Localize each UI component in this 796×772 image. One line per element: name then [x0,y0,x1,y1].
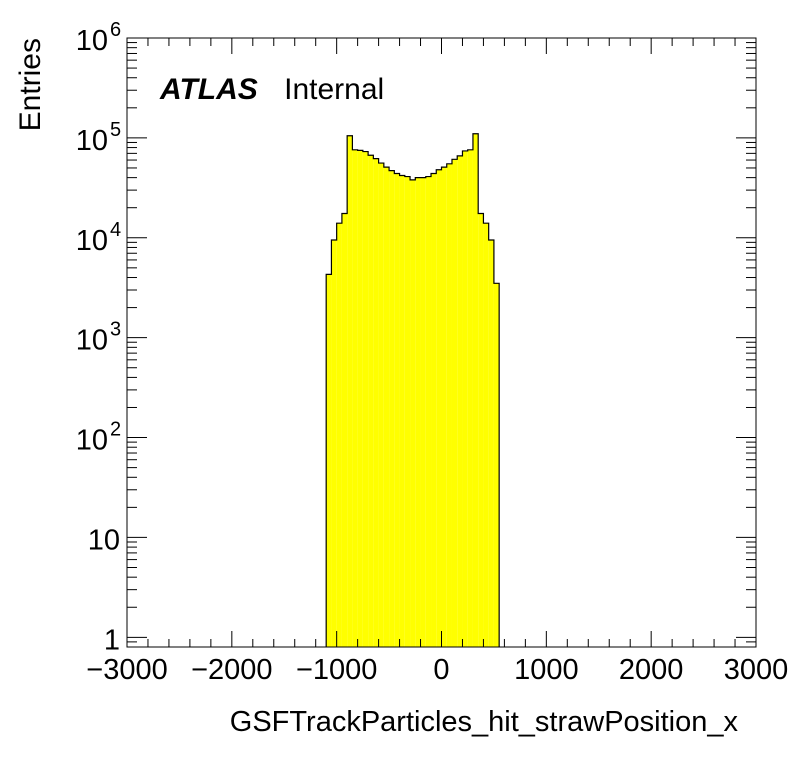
histogram-bar [383,167,390,647]
histogram-bar [326,274,332,647]
atlas-label: ATLAS Internal [159,73,384,106]
atlas-label-internal: Internal [284,73,384,106]
histogram-outline [325,133,500,647]
histogram-bar [420,177,426,647]
x-tick-label: 1000 [514,654,579,686]
histogram-bar [451,159,458,647]
y-tick-exponent: 2 [110,419,121,441]
histogram-bar [357,150,363,647]
histogram-bar [378,163,384,648]
x-tick-label: 2000 [619,654,684,686]
x-tick-label: −2000 [191,654,272,686]
histogram-bar [493,283,500,647]
histogram-bar [467,149,473,647]
y-tick-exponent: 6 [110,19,121,41]
histogram-bar [472,133,479,648]
histogram-bar [431,173,437,648]
y-tick-exponent: 5 [110,119,121,141]
histogram-bar [368,155,374,648]
histogram-bar [488,239,494,647]
histogram-bar [331,239,337,647]
atlas-label-bold: ATLAS [159,73,258,106]
histogram-bar [394,173,400,648]
y-axis-label: Entries [14,38,47,131]
y-tick-label: 10 [88,524,120,556]
histogram-bar [425,176,432,647]
axis-ticks [126,37,757,648]
histogram-bar [399,175,405,647]
y-tick-exponent: 3 [110,319,121,341]
histogram-bar [362,151,369,648]
x-axis-label: GSFTrackParticles_hit_strawPosition_x [230,706,739,738]
x-tick-label: −1000 [296,654,377,686]
histogram-bar [415,177,421,647]
y-tick-label: 10 [76,25,108,57]
histogram-bar [336,223,342,648]
histogram-bar [483,223,489,648]
y-tick-label: 10 [76,225,108,257]
histogram-bar [341,213,348,647]
y-tick-label: 1 [104,624,120,656]
histogram-bar [441,167,447,647]
histogram-bar [404,176,411,647]
histogram-bar [389,170,395,647]
x-tick-label: 0 [433,654,449,686]
histogram-bar [436,169,442,647]
x-tick-label: −3000 [86,654,167,686]
histogram-bar [352,149,358,647]
histogram-bar [347,135,353,647]
histogram-bar [462,150,468,647]
y-tick-label: 10 [76,425,108,457]
histogram-bar [478,213,484,647]
histogram-bar [373,158,379,647]
y-tick-exponent: 4 [110,219,121,241]
y-tick-label: 10 [76,325,108,357]
x-tick-label: 3000 [724,654,789,686]
histogram-bar [410,179,416,648]
y-tick-label: 10 [76,125,108,157]
histogram-bars [325,133,500,648]
histogram-bar [446,163,452,647]
histogram-bar [457,155,463,648]
